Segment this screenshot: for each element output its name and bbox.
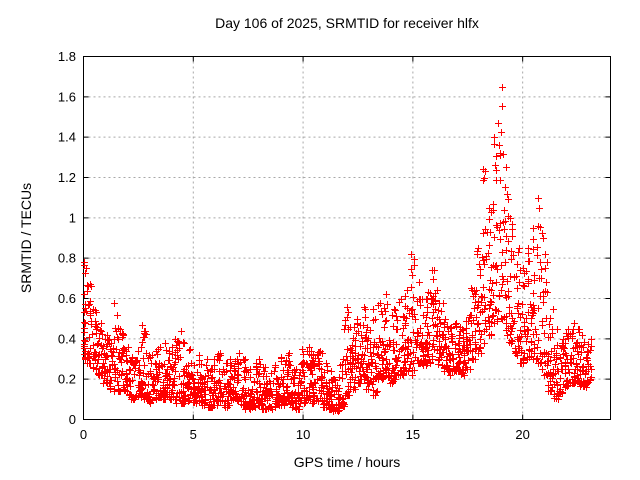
y-tick-label: 0.2 bbox=[58, 372, 76, 387]
plot-frame bbox=[83, 56, 611, 420]
y-tick-label: 0.6 bbox=[58, 291, 76, 306]
x-tick-label: 20 bbox=[515, 427, 529, 442]
data-points bbox=[81, 84, 595, 415]
tick-labels: 0 0.2 0.4 0.6 0.8 1 1.2 1.4 1.6 1.8 0 5 10 15 20 bbox=[58, 49, 530, 442]
y-tick-label: 0.8 bbox=[58, 251, 76, 266]
y-tick-label: 0 bbox=[69, 412, 76, 427]
y-tick-label: 1.4 bbox=[58, 130, 76, 145]
x-tick-label: 10 bbox=[296, 427, 310, 442]
chart-title: Day 106 of 2025, SRMTID for receiver hlf… bbox=[215, 15, 479, 31]
x-tick-label: 5 bbox=[190, 427, 197, 442]
x-tick-label: 15 bbox=[406, 427, 420, 442]
y-axis-label: SRMTID / TECUs bbox=[18, 182, 34, 294]
y-tick-label: 1.8 bbox=[58, 49, 76, 64]
x-tick-label: 0 bbox=[80, 427, 87, 442]
y-tick-label: 1 bbox=[69, 210, 76, 225]
y-tick-label: 1.2 bbox=[58, 170, 76, 185]
y-tick-label: 0.4 bbox=[58, 331, 76, 346]
x-axis-label: GPS time / hours bbox=[293, 454, 401, 470]
y-tick-label: 1.6 bbox=[58, 89, 76, 104]
gridlines bbox=[83, 56, 611, 420]
